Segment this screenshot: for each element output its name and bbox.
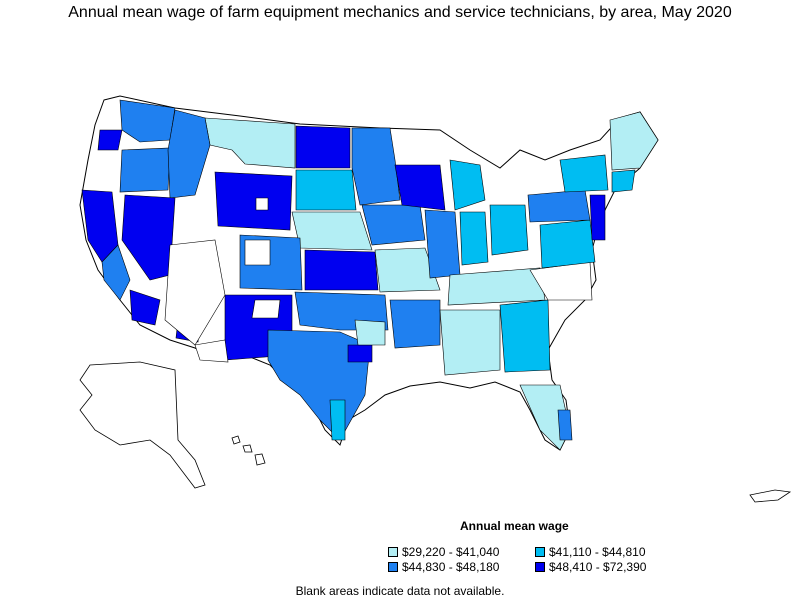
region [424, 209, 461, 279]
region [164, 239, 226, 346]
region [354, 319, 386, 346]
region [129, 289, 161, 326]
region [101, 244, 131, 301]
region [347, 344, 373, 363]
legend-label: $44,830 - $48,180 [402, 560, 500, 574]
legend-label: $41,110 - $44,810 [549, 545, 646, 559]
legend-item-1: $29,220 - $41,040 [388, 545, 499, 559]
footnote: Blank areas indicate data not available. [295, 584, 505, 598]
legend-swatch [535, 547, 545, 557]
region [449, 159, 486, 211]
region [439, 309, 501, 376]
region [459, 211, 489, 266]
region [194, 339, 229, 363]
legend-label: $48,410 - $72,390 [549, 560, 647, 574]
region [559, 154, 609, 193]
region [539, 219, 596, 269]
legend-label: $29,220 - $41,040 [402, 545, 500, 559]
region [447, 267, 546, 306]
legend-item-3: $44,830 - $48,180 [388, 560, 499, 574]
region [255, 197, 269, 211]
region [119, 147, 171, 193]
legend-swatch [388, 562, 398, 572]
map-title: Annual mean wage of farm equipment mecha… [68, 4, 732, 21]
region [214, 171, 293, 231]
legend-swatch [535, 562, 545, 572]
region [389, 299, 441, 349]
hawaii [231, 435, 266, 466]
region [97, 129, 123, 151]
region [589, 194, 606, 241]
region [121, 194, 176, 281]
region [295, 169, 357, 211]
region [557, 409, 573, 441]
region [489, 204, 529, 256]
legend-item-4: $48,410 - $72,390 [535, 560, 646, 574]
region [394, 164, 446, 211]
region [499, 299, 551, 373]
region [295, 125, 351, 169]
alaska [79, 361, 206, 489]
region [329, 399, 346, 441]
legend-swatch [388, 547, 398, 557]
region [609, 111, 659, 171]
puerto-rico [749, 489, 792, 503]
region [291, 211, 373, 251]
legend-title: Annual mean wage [460, 519, 569, 533]
region [119, 99, 176, 143]
region [611, 169, 636, 193]
region [527, 189, 591, 223]
region [244, 239, 271, 266]
region [361, 204, 426, 246]
legend-item-2: $41,110 - $44,810 [535, 545, 646, 559]
region [251, 299, 281, 319]
region [304, 249, 379, 291]
region [167, 109, 211, 199]
region [374, 247, 441, 293]
region [351, 127, 401, 206]
